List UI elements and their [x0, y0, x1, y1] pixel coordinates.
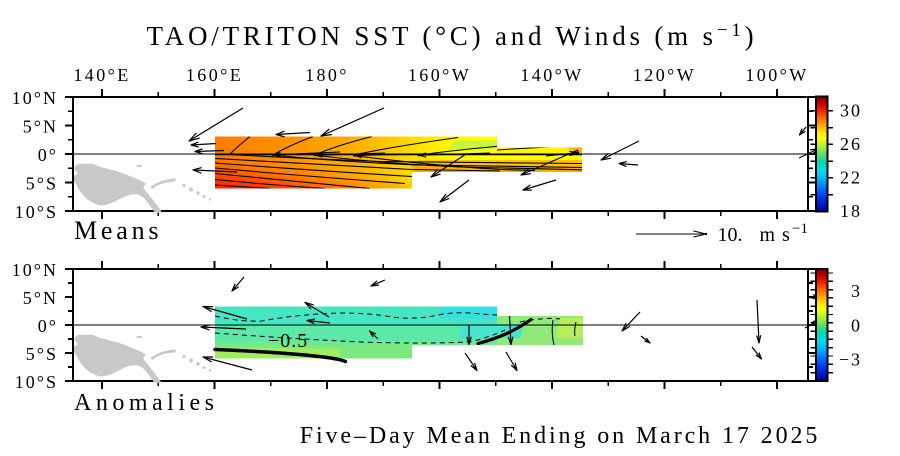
svg-text:10°S: 10°S: [15, 202, 58, 222]
svg-text:TAO/TRITON SST (°C) and Winds: TAO/TRITON SST (°C) and Winds (m s−1): [147, 20, 758, 51]
svg-text:0: 0: [851, 316, 862, 336]
svg-text:180°: 180°: [305, 65, 349, 85]
svg-text:−3: −3: [839, 350, 862, 370]
svg-text:10°N: 10°N: [12, 260, 58, 280]
svg-text:−0.5: −0.5: [268, 330, 308, 352]
svg-text:26: 26: [840, 134, 862, 154]
svg-text:18: 18: [840, 201, 862, 221]
svg-text:140°E: 140°E: [73, 65, 130, 85]
svg-text:Anomalies: Anomalies: [74, 390, 218, 416]
svg-text:5°S: 5°S: [26, 174, 58, 194]
svg-text:0°: 0°: [38, 316, 58, 336]
svg-text:10°N: 10°N: [12, 88, 58, 108]
svg-text:140°W: 140°W: [520, 65, 583, 85]
svg-text:160°E: 160°E: [186, 65, 243, 85]
svg-text:120°W: 120°W: [633, 65, 696, 85]
svg-text:5°N: 5°N: [23, 288, 58, 308]
svg-text:10°S: 10°S: [15, 372, 58, 392]
svg-text:−1: −1: [792, 221, 808, 237]
svg-text:Five–Day Mean Ending on March: Five–Day Mean Ending on March 17 2025: [300, 423, 821, 449]
svg-text:0°: 0°: [38, 145, 58, 165]
svg-text:160°W: 160°W: [408, 65, 471, 85]
svg-text:30: 30: [840, 101, 862, 121]
svg-text:Means: Means: [74, 216, 162, 245]
svg-text:22: 22: [840, 168, 862, 188]
svg-text:5°S: 5°S: [26, 344, 58, 364]
svg-text:5°N: 5°N: [23, 117, 58, 137]
svg-text:10.: 10.: [718, 224, 743, 246]
svg-text:100°W: 100°W: [745, 65, 808, 85]
svg-text:m s: m s: [760, 224, 791, 246]
svg-text:3: 3: [851, 281, 862, 301]
